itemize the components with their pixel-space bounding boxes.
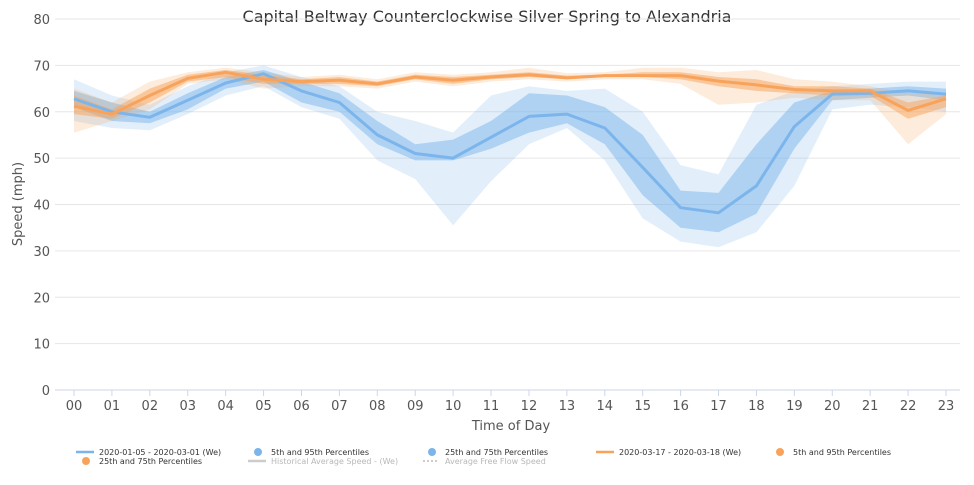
- y-tick-label: 60: [33, 106, 50, 121]
- legend-dot-icon: [82, 457, 90, 465]
- y-tick-label: 70: [33, 59, 50, 74]
- legend-item: 5th and 95th Percentiles: [776, 448, 891, 457]
- y-axis-ticks: 0 10 20 30 40 50 60 70 80: [33, 13, 50, 399]
- legend-dot-icon: [254, 448, 262, 456]
- x-tick-label: 22: [900, 399, 917, 414]
- y-tick-label: 40: [33, 199, 50, 214]
- x-axis-label: Time of Day: [471, 419, 551, 434]
- legend-item: 25th and 75th Percentiles: [428, 448, 548, 457]
- x-tick-label: 23: [938, 399, 955, 414]
- y-tick-label: 50: [33, 152, 50, 167]
- x-tick-label: 11: [483, 399, 500, 414]
- x-tick-label: 17: [710, 399, 727, 414]
- legend: 2020-01-05 - 2020-03-01 (We) 5th and 95th…: [76, 448, 891, 466]
- legend-label: 2020-03-17 - 2020-03-18 (We): [619, 448, 741, 457]
- legend-label: 2020-01-05 - 2020-03-01 (We): [99, 448, 221, 457]
- legend-item: 2020-01-05 - 2020-03-01 (We): [76, 448, 221, 457]
- chart-title: Capital Beltway Counterclockwise Silver …: [243, 7, 732, 26]
- legend-item: 5th and 95th Percentiles: [254, 448, 369, 457]
- legend-item: 2020-03-17 - 2020-03-18 (We): [596, 448, 741, 457]
- x-tick-label: 06: [293, 399, 310, 414]
- series-lines: [73, 70, 947, 215]
- x-tick-label: 01: [104, 399, 121, 414]
- x-tick-label: 12: [521, 399, 538, 414]
- x-tick-label: 20: [824, 399, 841, 414]
- x-tick-label: 07: [331, 399, 348, 414]
- x-tick-label: 18: [748, 399, 765, 414]
- legend-label: Historical Average Speed - (We): [271, 457, 398, 466]
- y-tick-label: 10: [33, 338, 50, 353]
- legend-label: Average Free Flow Speed: [445, 457, 546, 466]
- legend-item: Historical Average Speed - (We): [248, 457, 398, 466]
- y-tick-label: 30: [33, 245, 50, 260]
- x-tick-label: 19: [786, 399, 803, 414]
- legend-label: 5th and 95th Percentiles: [271, 448, 369, 457]
- y-tick-label: 0: [42, 384, 50, 399]
- x-axis-ticks: 00 01 02 03 04 05 06 07 08 09 10 11 12 13 14 15 16 17 18 19…: [66, 390, 955, 414]
- series-1-line: [73, 70, 947, 116]
- legend-label: 25th and 75th Percentiles: [445, 448, 548, 457]
- x-tick-label: 14: [597, 399, 614, 414]
- x-tick-label: 05: [255, 399, 272, 414]
- legend-label: 5th and 95th Percentiles: [793, 448, 891, 457]
- legend-label: 25th and 75th Percentiles: [99, 457, 202, 466]
- series-0-25-75-band: [74, 70, 946, 233]
- x-tick-label: 08: [369, 399, 386, 414]
- legend-dot-icon: [776, 448, 784, 456]
- x-tick-label: 04: [217, 399, 234, 414]
- x-tick-label: 15: [634, 399, 651, 414]
- legend-item: Average Free Flow Speed: [423, 457, 546, 466]
- x-tick-label: 02: [142, 399, 159, 414]
- grid: [55, 18, 960, 345]
- x-tick-label: 13: [559, 399, 576, 414]
- legend-item: 25th and 75th Percentiles: [82, 457, 202, 466]
- series-0-line: [73, 72, 947, 215]
- x-tick-label: 16: [672, 399, 689, 414]
- y-tick-label: 20: [33, 291, 50, 306]
- x-tick-label: 00: [66, 399, 83, 414]
- x-tick-label: 03: [179, 399, 196, 414]
- x-tick-label: 10: [445, 399, 462, 414]
- legend-dot-icon: [428, 448, 436, 456]
- x-tick-label: 21: [862, 399, 879, 414]
- y-axis-label: Speed (mph): [11, 162, 26, 246]
- y-tick-label: 80: [33, 13, 50, 28]
- x-tick-label: 09: [407, 399, 424, 414]
